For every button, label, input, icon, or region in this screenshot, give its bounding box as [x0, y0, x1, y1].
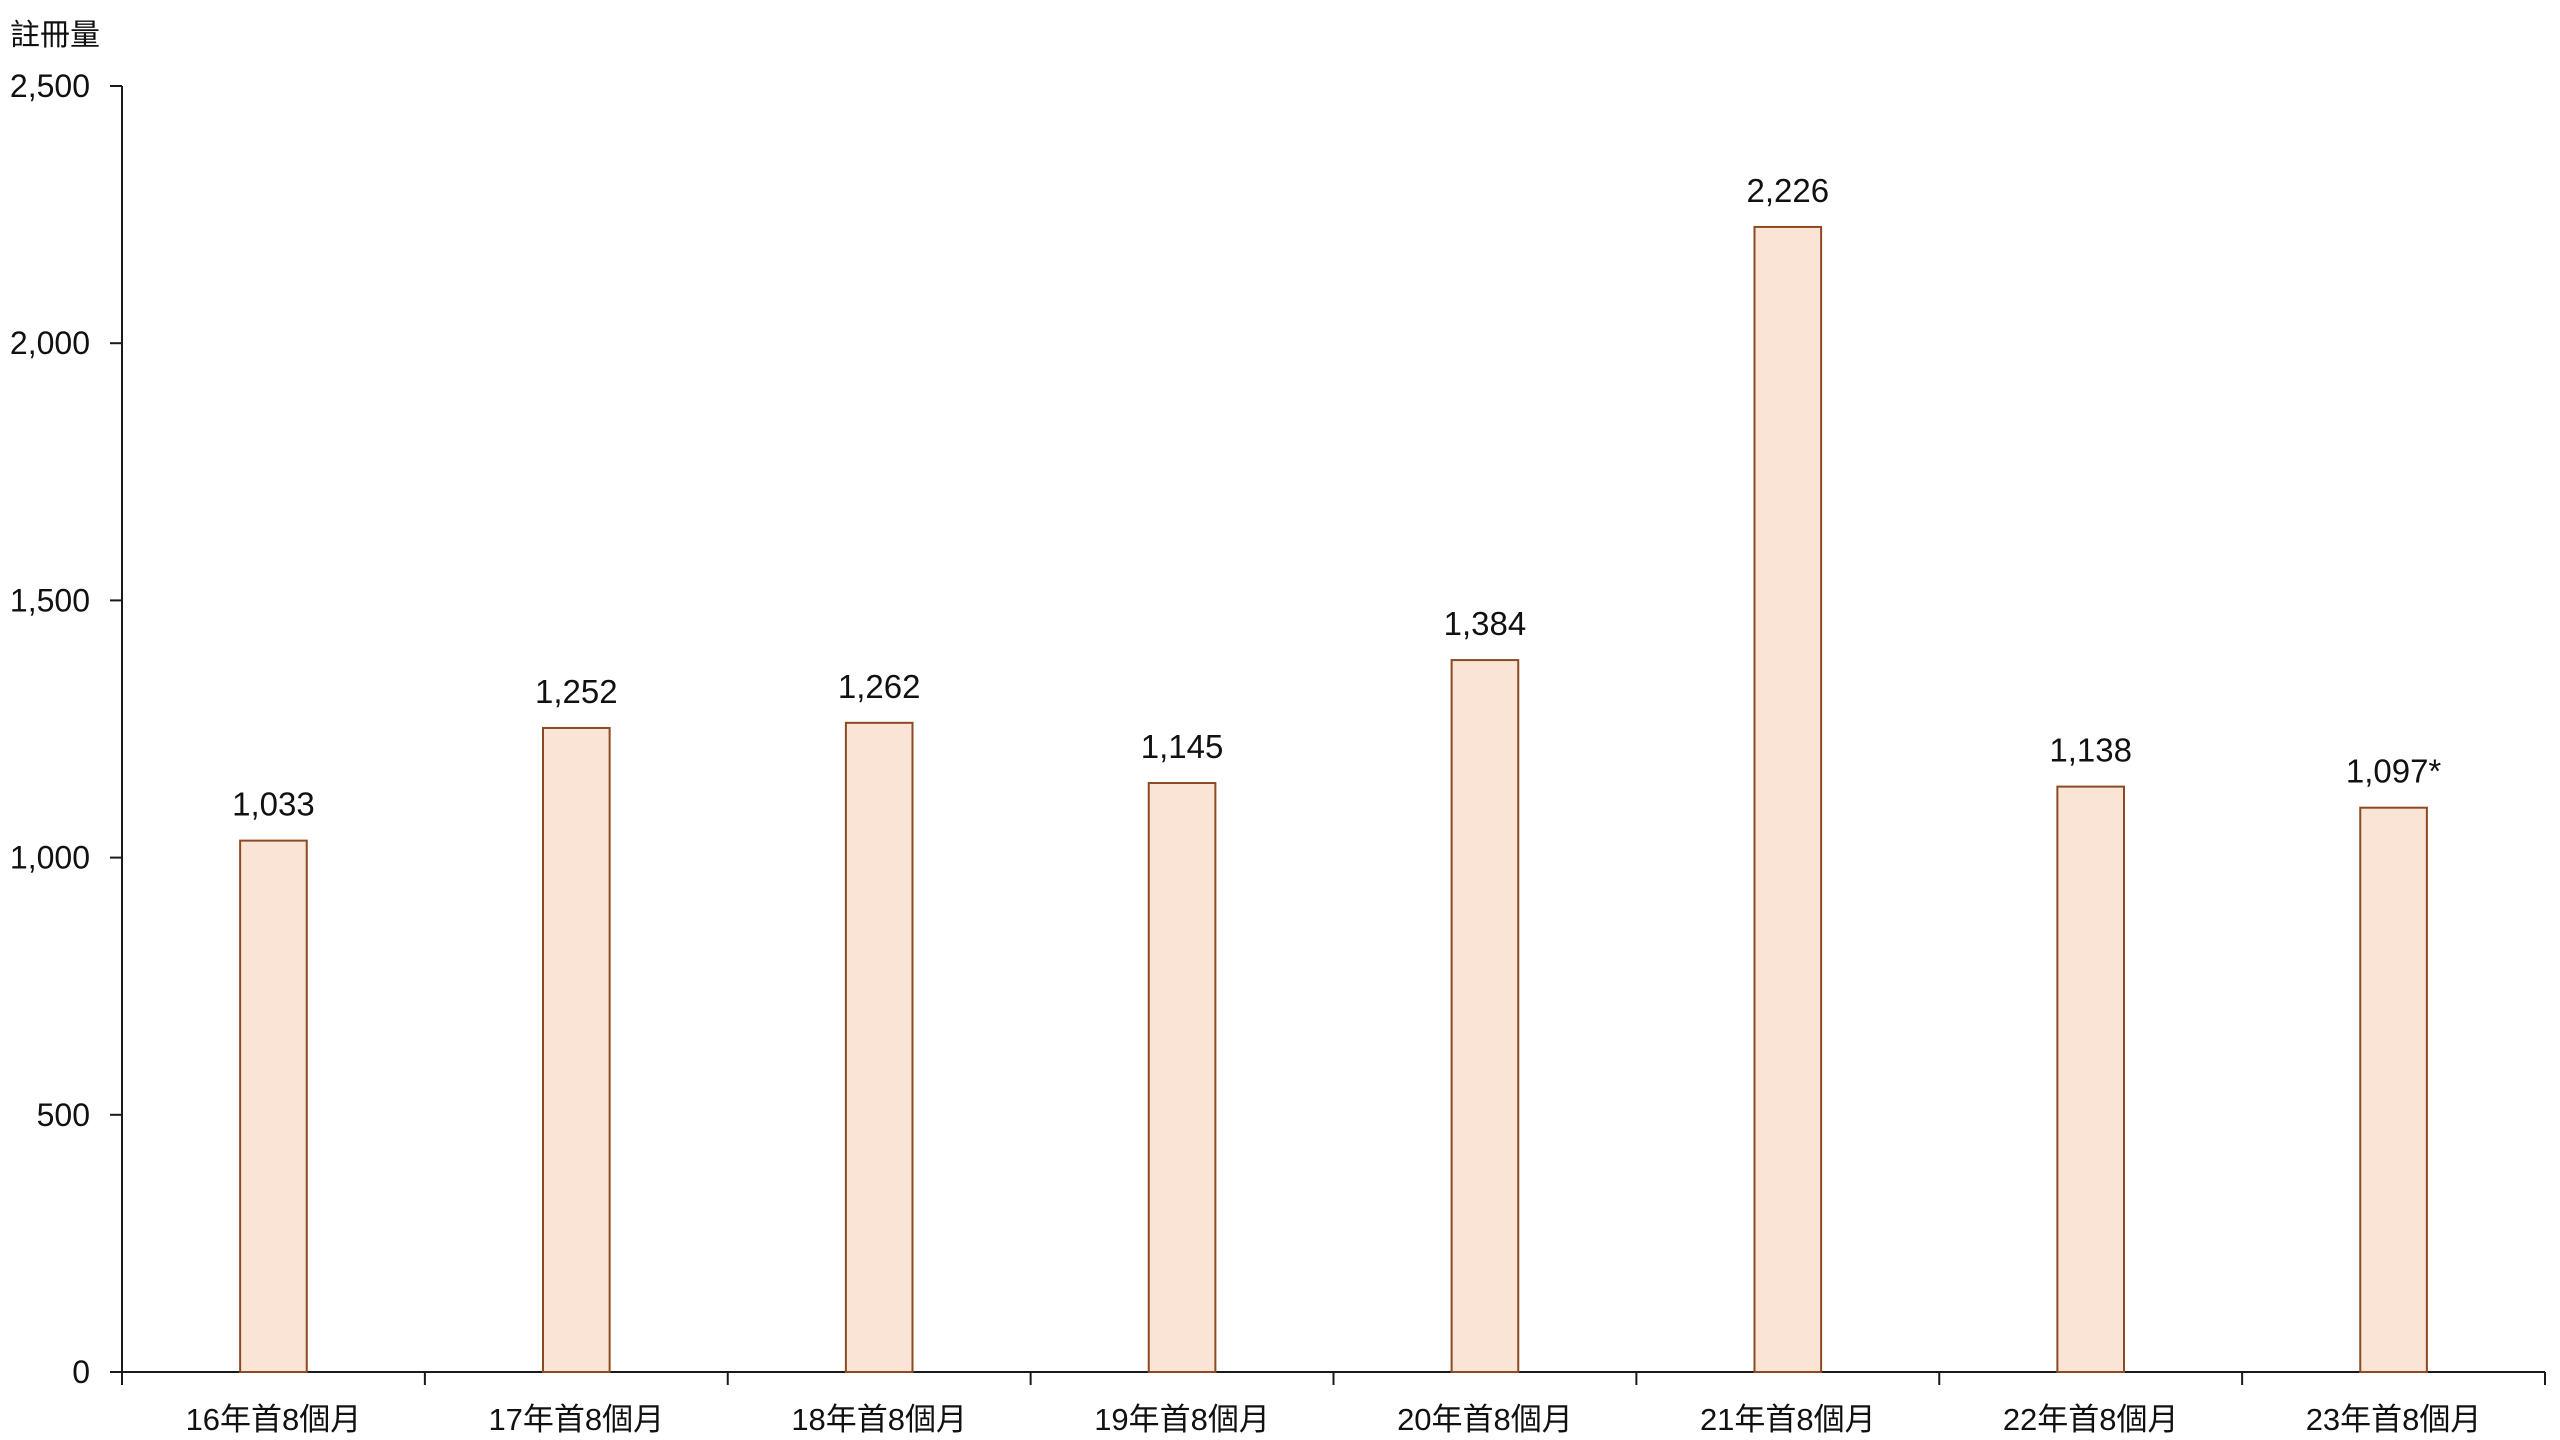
data-label: 2,226 [1747, 172, 1830, 209]
data-label: 1,145 [1141, 728, 1224, 765]
bar [2056, 785, 2126, 1373]
y-tick-label: 1,000 [10, 840, 90, 876]
bar [1753, 225, 1823, 1374]
x-tick-label: 19年首8個月 [1094, 1402, 1270, 1437]
y-tick-label: 0 [72, 1354, 90, 1390]
data-label: 1,262 [838, 668, 921, 705]
bar [2359, 806, 2428, 1373]
data-label: 1,033 [232, 786, 315, 823]
bar [541, 726, 611, 1373]
y-tick-label: 2,000 [10, 325, 90, 361]
y-tick-label: 1,500 [10, 582, 90, 618]
data-label: 1,384 [1444, 605, 1527, 642]
x-tick-label: 16年首8個月 [186, 1402, 362, 1437]
x-tick-label: 23年首8個月 [2306, 1402, 2482, 1437]
y-tick-label: 2,500 [10, 68, 90, 104]
data-label: 1,097* [2346, 753, 2442, 790]
data-label: 1,252 [535, 673, 618, 710]
x-tick-label: 20年首8個月 [1397, 1402, 1573, 1437]
x-tick-label: 22年首8個月 [2003, 1402, 2179, 1437]
bars [239, 225, 2428, 1374]
x-tick-label: 18年首8個月 [791, 1402, 967, 1437]
bar [1147, 782, 1217, 1373]
y-axis: 0 500 1,000 1,500 2,000 2,500 [10, 68, 123, 1390]
y-axis-title: 註冊量 [10, 19, 100, 52]
data-label: 1,138 [2049, 732, 2132, 769]
bar [844, 721, 914, 1373]
x-tick-label: 21年首8個月 [1700, 1402, 1876, 1437]
x-axis: 16年首8個月 17年首8個月 18年首8個月 19年首8個月 20年首8個月 21年首8… [121, 1371, 2546, 1437]
y-tick-label: 500 [37, 1097, 90, 1133]
x-tick-label: 17年首8個月 [488, 1402, 664, 1437]
bar [1450, 659, 1520, 1373]
data-labels: 1,033 1,252 1,262 1,145 1,384 2,226 1,138 1,097… [232, 172, 2441, 823]
bar [239, 839, 308, 1373]
